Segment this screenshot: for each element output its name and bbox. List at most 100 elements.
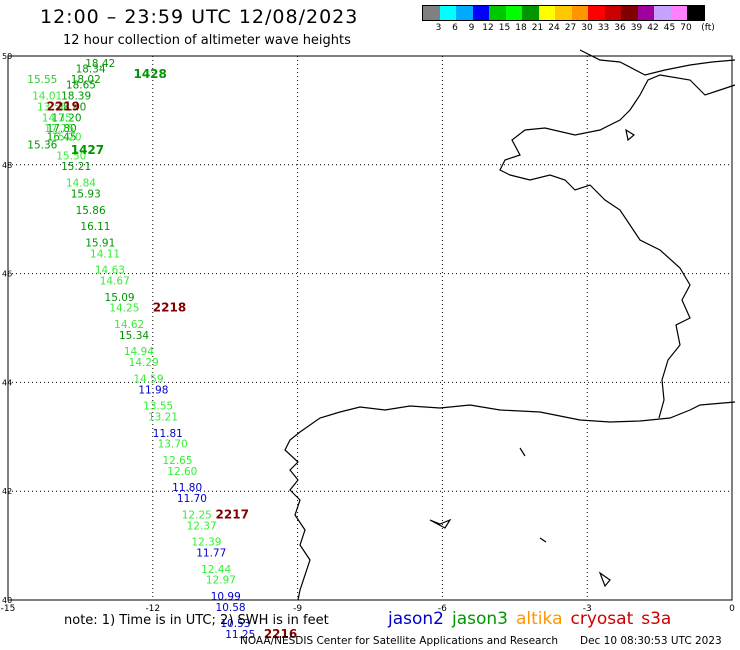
wave-height-value: 15.86 [76,205,106,217]
coast-england [579,49,736,76]
legend-tick-label: 45 [663,23,676,33]
satellite-legend: jason2 jason3 altika cryosat s3a [388,609,679,629]
coastline [284,49,736,601]
wave-height-value: 14.01 [32,91,62,103]
legend-tick-label: 36 [614,23,626,33]
legend-tick-label: 39 [630,23,643,33]
wave-height-value: 12.37 [187,520,217,532]
latitude-label: 42 [2,487,12,496]
latitude-label: 40 [2,596,12,605]
legend-tick-label: 24 [548,23,560,33]
wave-height-value: 10.99 [211,591,241,603]
legend-swatch [654,6,671,20]
island-4 [598,571,611,588]
wave-height-value: 11.80 [172,482,202,494]
wave-height-value: 15.34 [119,330,149,342]
legend-tick-label: 9 [468,23,475,33]
wave-height-value: 15.91 [85,237,115,249]
legend-swatch [555,6,572,20]
legend-swatch [621,6,638,20]
latitude-label: 46 [2,270,12,279]
pass-time-label: 1427 [71,143,104,157]
coast-france [499,74,736,419]
legend-tick-label: 3 [435,23,442,33]
wave-height-value: 11.70 [177,493,207,505]
credit-line: NOAA/NESDIS Center for Satellite Applica… [240,635,558,647]
wave-height-value: 18.34 [76,63,106,75]
wave-height-value: 15.21 [61,161,91,173]
legend-unit-label: (ft) [701,23,715,33]
wave-height-value: 14.94 [124,346,154,358]
wave-height-value: 18.02 [71,74,101,86]
longitude-label: -6 [438,604,447,614]
wave-height-value: 10.53 [220,618,250,630]
wave-height-value: 12.60 [167,466,197,478]
latitude-label: 50 [2,52,12,61]
wave-height-value: 10.58 [216,602,246,614]
legend-swatch [423,6,440,20]
legend-swatch [604,6,621,20]
pass-time-label: 1428 [133,67,166,81]
wave-height-value: 12.65 [162,455,192,467]
wave-height-value: 15.09 [105,292,135,304]
legend-labels: 3 6 9 12 15 18 21 24 27 30 33 36 39 42 45 70 (ft) [422,21,715,35]
wave-height-value: 12.25 [182,509,212,521]
legend-swatch [505,6,522,20]
generated-timestamp: Dec 10 08:30:53 UTC 2023 [580,635,722,647]
island-5 [625,128,636,142]
wave-height-value: 16.45 [47,131,77,143]
wave-height-value: 11.81 [153,428,183,440]
island-3 [539,537,547,543]
wave-height-value: 18.39 [61,91,91,103]
legend-swatch [670,6,687,20]
pass-time-label: 2218 [153,301,186,315]
pass-time-label: 2216 [264,627,297,641]
map-subtitle: 12 hour collection of altimeter wave hei… [63,33,351,48]
island-1 [429,518,452,529]
lat-lon-grid [7,55,733,601]
satellite-cryosat: cryosat [570,609,634,629]
wave-height-value: 15.55 [27,74,57,86]
legend-tick-label: 70 [680,23,692,33]
footnote: note: 1) Time is in UTC; 2) SWH is in fe… [64,613,329,628]
wave-height-value: 18.42 [85,58,115,70]
wave-height-value: 12.97 [206,575,236,587]
map-frame [7,55,733,601]
wave-height-value: 14.62 [114,319,144,331]
wave-height-value: 14.59 [133,373,163,385]
legend-swatch [687,6,704,20]
wave-height-value: 11.77 [196,547,226,559]
wave-height-value: 12.39 [191,537,221,549]
wave-height-value: 17.20 [51,112,81,124]
wave-height-value: 11.25 [225,629,255,641]
wave-height-value: 15.36 [27,139,57,151]
legend-tick-label: 27 [564,23,577,33]
latitude-label: 44 [2,378,12,387]
legend-tick-label: 18 [515,23,527,33]
longitude-label: -15 [1,604,16,614]
wave-height-value: 14.25 [109,303,139,315]
island-2 [519,447,526,457]
pass-time-label: 2217 [216,507,249,521]
wave-height-value: 14.84 [66,178,96,190]
legend-tick-label: 6 [452,23,458,33]
wave-height-value: 18.65 [66,80,96,92]
color-scale-legend: 3 6 9 12 15 18 21 24 27 30 33 36 39 42 45 70 (ft) [422,5,715,35]
wave-height-value: 16.11 [80,221,110,233]
longitude-label: 0 [729,604,735,614]
wave-height-value: 13.21 [148,411,178,423]
legend-swatch [456,6,473,20]
legend-tick-label: 30 [581,23,593,33]
legend-swatch [637,6,654,20]
wave-height-value: 14.67 [100,275,130,287]
wave-height-value: 14.29 [129,357,159,369]
legend-swatches [422,5,705,21]
wave-height-value: 13.56 [37,101,67,113]
longitude-label: -9 [293,604,302,614]
wave-height-value: 15.50 [56,150,86,162]
satellite-s3a: s3a [641,609,672,629]
satellite-jason2: jason2 [388,609,444,629]
latitude-label: 48 [2,161,12,170]
wave-height-value: 11.98 [138,384,168,396]
